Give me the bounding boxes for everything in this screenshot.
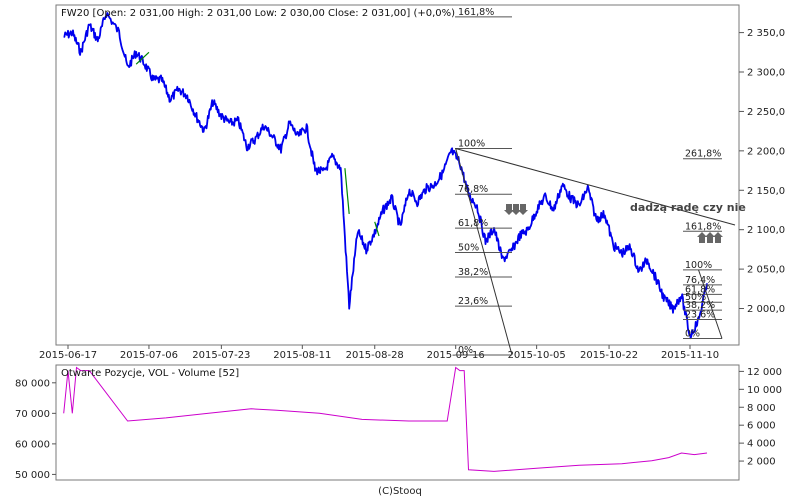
price-y-tick-label: 2 000,0 [747, 304, 785, 315]
arrow-down-icon [511, 204, 521, 215]
price-plot-frame [55, 4, 740, 346]
price-y-axis: 2 350,0 2 300,0 2 250,0 2 200,0 2 150,0 2 100… [739, 28, 785, 315]
fib-level-label: 0% [685, 328, 700, 339]
fib-level-label: 38,2% [685, 300, 715, 311]
price-y-tick-label: 2 100,0 [747, 225, 785, 236]
volume-y-axis: 12 000 10 000 8 000 6 000 4 000 2 000 [739, 367, 782, 468]
price-chart-title: FW20 [Open: 2 031,00 High: 2 031,00 Low:… [61, 8, 455, 19]
date-tick-label: 2015-07-06 [120, 350, 178, 361]
oi-y-tick-label: 80 000 [15, 378, 50, 389]
fib-level-label: 23,6% [685, 310, 715, 321]
price-y-tick-label: 2 350,0 [747, 28, 785, 39]
date-tick-label: 2015-11-10 [661, 350, 719, 361]
date-tick-label: 2015-08-28 [346, 350, 404, 361]
fib-level-label: 61,8% [685, 284, 715, 295]
volume-chart-title: Otwarte Pozycje, VOL - Volume [52] [61, 368, 239, 379]
arrow-down-icon [504, 204, 514, 215]
date-tick-label: 2015-07-23 [192, 350, 250, 361]
fib-level-label: 0% [458, 345, 473, 356]
fib-level-label: 161,8% [685, 221, 721, 232]
oi-y-tick-label: 60 000 [15, 439, 50, 450]
fib-level-label: 38,2% [458, 267, 488, 278]
volume-y-tick-label: 8 000 [747, 403, 776, 414]
fib-retracement-left: 161,8%100%76,8%61,8%50%38,2%23,6%0% [455, 7, 736, 356]
fib-level-label: 100% [685, 260, 712, 271]
price-y-tick-label: 2 150,0 [747, 186, 785, 197]
fib-retracement-right: 261,8% 161,8% 100% 76,4%61,8%50%38,2%23,6% 0… [683, 149, 723, 339]
fib-level-label: 50% [458, 243, 479, 254]
price-gap-segment [344, 168, 350, 214]
fib-level-label: 76,4% [685, 275, 715, 286]
date-tick-label: 2015-10-22 [580, 350, 638, 361]
volume-y-tick-label: 10 000 [747, 385, 782, 396]
price-line [63, 12, 708, 340]
fib-level-label: 261,8% [685, 149, 721, 160]
volume-plot [63, 366, 708, 472]
footer-credit: (C)Stooq [378, 486, 422, 497]
fib-level-label: 50% [685, 292, 706, 303]
fib-level-label: 23,6% [458, 296, 488, 307]
fib-level-label: 161,8% [458, 7, 494, 18]
price-y-tick-label: 2 250,0 [747, 107, 785, 118]
price-y-tick-label: 2 050,0 [747, 265, 785, 276]
trend-line [455, 148, 736, 226]
arrow-up-icon [713, 232, 723, 243]
price-gap-segment [135, 51, 150, 65]
oi-y-tick-label: 70 000 [15, 409, 50, 420]
open-interest-line [63, 366, 708, 472]
fib-diagonal-line [698, 269, 723, 339]
volume-y-tick-label: 2 000 [747, 457, 776, 468]
fib-level-label: 61,8% [458, 218, 488, 229]
price-plot [63, 12, 723, 340]
fib-level-label: 76,8% [458, 184, 488, 195]
oi-y-tick-label: 50 000 [15, 470, 50, 481]
annotation-text: dadzą radę czy nie [630, 201, 746, 214]
price-y-tick-label: 2 200,0 [747, 146, 785, 157]
oi-y-axis: 80 000 70 000 60 000 50 000 [15, 378, 56, 481]
volume-y-tick-label: 6 000 [747, 421, 776, 432]
price-y-tick-label: 2 300,0 [747, 68, 785, 79]
arrow-up-icon [705, 232, 715, 243]
fib-diagonal-line [455, 148, 513, 356]
date-tick-label: 2015-10-05 [508, 350, 566, 361]
volume-plot-frame [55, 364, 740, 481]
date-tick-label: 2015-06-17 [39, 350, 97, 361]
arrow-down-icon [518, 204, 528, 215]
price-gap-segment [374, 221, 380, 237]
fib-level-label: 100% [458, 138, 485, 149]
volume-y-tick-label: 4 000 [747, 439, 776, 450]
arrow-up-icon [697, 232, 707, 243]
price-x-axis: 2015-06-17 2015-07-06 2015-07-23 2015-08-11… [39, 345, 719, 361]
date-tick-label: 2015-08-11 [273, 350, 331, 361]
volume-y-tick-label: 12 000 [747, 367, 782, 378]
